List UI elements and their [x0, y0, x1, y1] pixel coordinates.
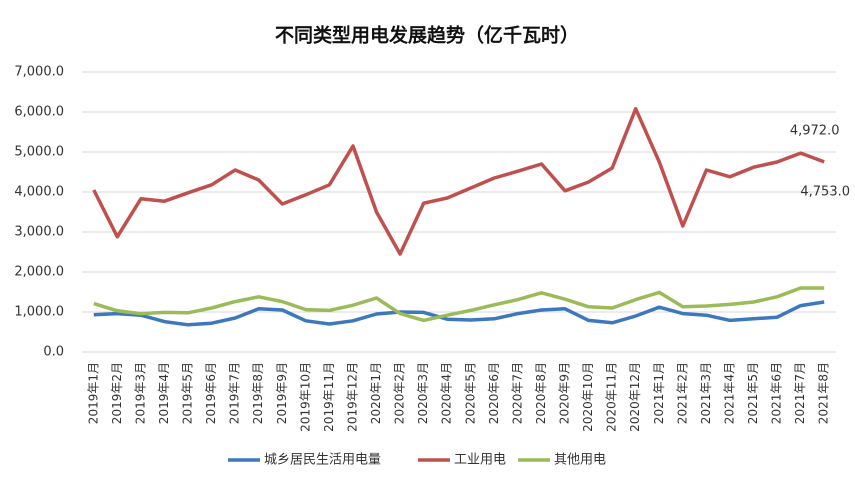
y-tick-label: 3,000.0	[14, 225, 64, 240]
x-tick-label: 2021年1月	[652, 362, 666, 424]
x-tick-label: 2020年12月	[628, 362, 642, 432]
x-tick-label: 2021年3月	[699, 362, 713, 424]
y-tick-label: 7,000.0	[14, 65, 64, 80]
x-tick-label: 2021年2月	[675, 362, 689, 424]
x-tick-label: 2019年6月	[204, 362, 218, 424]
x-tick-label: 2019年5月	[181, 362, 195, 424]
x-tick-label: 2020年7月	[510, 362, 524, 424]
y-tick-label: 4,000.0	[14, 185, 64, 200]
x-tick-label: 2019年7月	[228, 362, 242, 424]
x-tick-label: 2019年12月	[345, 362, 359, 432]
x-tick-label: 2019年4月	[157, 362, 171, 424]
legend-label: 城乡居民生活用电量	[264, 453, 381, 468]
x-tick-label: 2020年11月	[605, 362, 619, 432]
legend-label: 工业用电	[454, 453, 506, 468]
data-label: 4,972.0	[790, 124, 840, 139]
y-tick-label: 2,000.0	[14, 265, 64, 280]
series-line	[93, 300, 825, 327]
x-tick-label: 2020年5月	[463, 362, 477, 424]
x-tick-label: 2019年1月	[86, 362, 100, 424]
x-tick-label: 2019年8月	[251, 362, 265, 424]
x-tick-label: 2020年2月	[393, 362, 407, 424]
x-tick-label: 2021年7月	[793, 362, 807, 424]
legend-label: 其他用电	[554, 453, 606, 468]
x-tick-label: 2019年2月	[110, 362, 124, 424]
x-tick-label: 2019年11月	[322, 362, 336, 432]
x-tick-label: 2019年9月	[275, 362, 289, 424]
x-tick-label: 2020年4月	[440, 362, 454, 424]
y-tick-label: 5,000.0	[14, 145, 64, 160]
x-tick-label: 2021年6月	[770, 362, 784, 424]
x-tick-label: 2021年8月	[817, 362, 831, 424]
y-tick-label: 1,000.0	[14, 305, 64, 320]
x-tick-label: 2020年8月	[534, 362, 548, 424]
x-tick-label: 2019年3月	[133, 362, 147, 424]
series-line	[93, 286, 825, 323]
x-tick-label: 2019年10月	[298, 362, 312, 432]
x-tick-label: 2020年3月	[416, 362, 430, 424]
data-label: 4,753.0	[800, 184, 850, 199]
x-tick-label: 2020年9月	[558, 362, 572, 424]
series-line	[92, 107, 825, 256]
chart-title: 不同类型用电发展趋势（亿千瓦时）	[275, 24, 579, 47]
x-tick-label: 2020年1月	[369, 362, 383, 424]
x-tick-label: 2020年10月	[581, 362, 595, 432]
x-tick-label: 2020年6月	[487, 362, 501, 424]
x-tick-label: 2021年4月	[722, 362, 736, 424]
y-tick-label: 0.0	[43, 345, 64, 360]
x-tick-label: 2021年5月	[746, 362, 760, 424]
y-tick-label: 6,000.0	[14, 105, 64, 120]
